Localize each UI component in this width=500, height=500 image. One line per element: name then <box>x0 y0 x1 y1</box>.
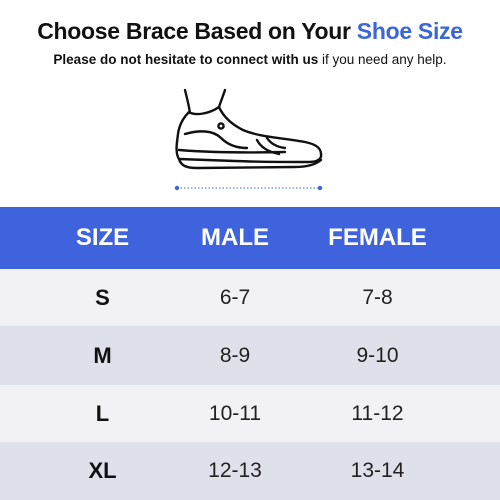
column-header-male: MALE <box>201 224 269 251</box>
male-cell: 8-9 <box>219 343 251 367</box>
table-row: XL 12-13 13-14 <box>0 442 500 500</box>
title-highlight: Shoe Size <box>356 18 463 44</box>
column-header-female: FEMALE <box>328 224 427 251</box>
table-row: S 6-7 7-8 <box>0 269 500 326</box>
female-cell: 11-12 <box>351 401 404 425</box>
page-title: Choose Brace Based on Your Shoe Size <box>0 18 500 45</box>
title-text: Choose Brace Based on Your <box>37 18 357 44</box>
table-row: L 10-11 11-12 <box>0 385 500 442</box>
column-header-size: SIZE <box>75 224 130 251</box>
size-cell: L <box>95 400 110 426</box>
male-cell: 10-11 <box>208 401 262 425</box>
subtitle: Please do not hesitate to connect with u… <box>0 52 500 67</box>
female-cell: 7-8 <box>362 285 393 309</box>
size-cell: XL <box>88 458 117 483</box>
shoe-icon <box>174 88 323 191</box>
male-cell: 6-7 <box>219 285 251 309</box>
size-cell: S <box>95 284 110 310</box>
female-cell: 9-10 <box>356 343 399 367</box>
female-cell: 13-14 <box>350 459 405 482</box>
table-header: SIZE MALE FEMALE <box>0 207 500 269</box>
table-row: M 8-9 9-10 <box>0 326 500 385</box>
subtitle-bold: Please do not hesitate to connect with u… <box>53 52 319 67</box>
size-cell: M <box>93 342 112 368</box>
subtitle-rest: if you need any help. <box>318 52 447 67</box>
male-cell: 12-13 <box>208 459 262 482</box>
size-table: SIZE MALE FEMALE S 6-7 7-8 M 8-9 9-10 L … <box>0 207 500 500</box>
